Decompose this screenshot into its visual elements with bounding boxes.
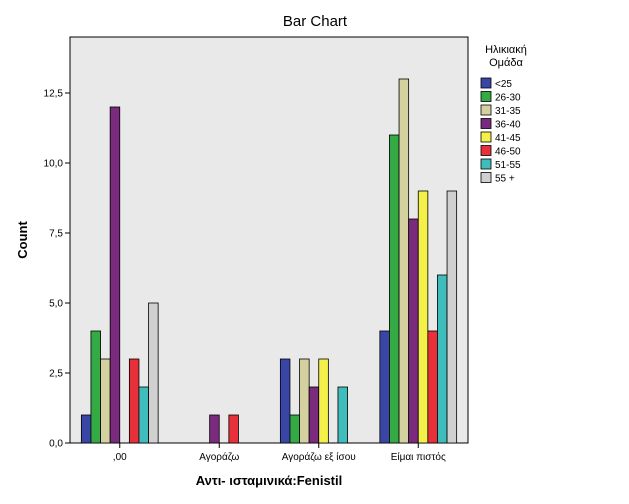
legend-label: 41-45 (495, 133, 521, 144)
x-tick-label: Είμαι πιστός (391, 451, 446, 463)
legend-swatch (480, 91, 492, 102)
bar (138, 386, 149, 444)
bar (109, 106, 121, 444)
bar (446, 190, 458, 444)
bar (148, 302, 159, 444)
bar (408, 218, 419, 444)
bar (389, 134, 400, 444)
bar (437, 274, 448, 444)
bar (209, 414, 220, 444)
legend-label: 31-35 (495, 106, 521, 117)
y-tick-label: 7,5 (49, 229, 63, 240)
legend-label: 51-55 (495, 160, 521, 171)
bar (417, 190, 429, 444)
legend-label: 55 + (495, 174, 515, 185)
x-tick-label: ,00 (113, 452, 127, 463)
chart-title: Bar Chart (283, 13, 348, 30)
legend-swatch (480, 158, 492, 170)
legend: Ηλικιακή Ομάδα <25 26-30 31-35 36-40 41-45 46… (480, 44, 527, 185)
bar (337, 386, 348, 444)
x-tick-label: Αγοράζω (199, 451, 239, 463)
bar (90, 330, 101, 444)
legend-label: <25 (495, 79, 512, 90)
legend-title-line-2: Ομάδα (489, 57, 523, 69)
bar (228, 414, 239, 444)
bar (299, 358, 310, 444)
bar (379, 330, 390, 444)
bar (318, 358, 329, 444)
bar (128, 358, 140, 444)
legend-swatch (480, 77, 492, 89)
y-tick-label: 10,0 (44, 159, 64, 170)
legend-swatch (480, 145, 492, 156)
y-tick-label: 5,0 (49, 299, 63, 310)
bar (427, 330, 438, 444)
bar (100, 358, 111, 444)
legend-swatch (480, 104, 492, 116)
legend-label: 36-40 (495, 120, 521, 131)
y-tick-label: 0,0 (49, 439, 63, 450)
legend-swatch (480, 131, 492, 143)
x-axis-title: Αντι- ισταμινικά:Fenistil (196, 473, 342, 488)
y-tick-label: 12,5 (44, 89, 64, 100)
bar (289, 414, 300, 444)
bar (308, 386, 320, 444)
plot-area: 0,0 2,5 5,0 7,5 10,0 12,5 ,00 Αγοράζω Αγοράζω εξ… (44, 36, 469, 463)
legend-swatch (480, 118, 492, 129)
y-axis-title: Count (15, 221, 30, 259)
y-tick-label: 2,5 (49, 369, 63, 380)
bar (398, 78, 410, 444)
legend-swatch (480, 172, 492, 183)
x-tick-label: Αγοράζω εξ ίσου (282, 451, 356, 463)
legend-title-line-1: Ηλικιακή (485, 44, 527, 56)
bar (80, 414, 92, 444)
legend-label: 26-30 (495, 93, 521, 104)
bar (279, 358, 291, 444)
legend-label: 46-50 (495, 147, 521, 158)
